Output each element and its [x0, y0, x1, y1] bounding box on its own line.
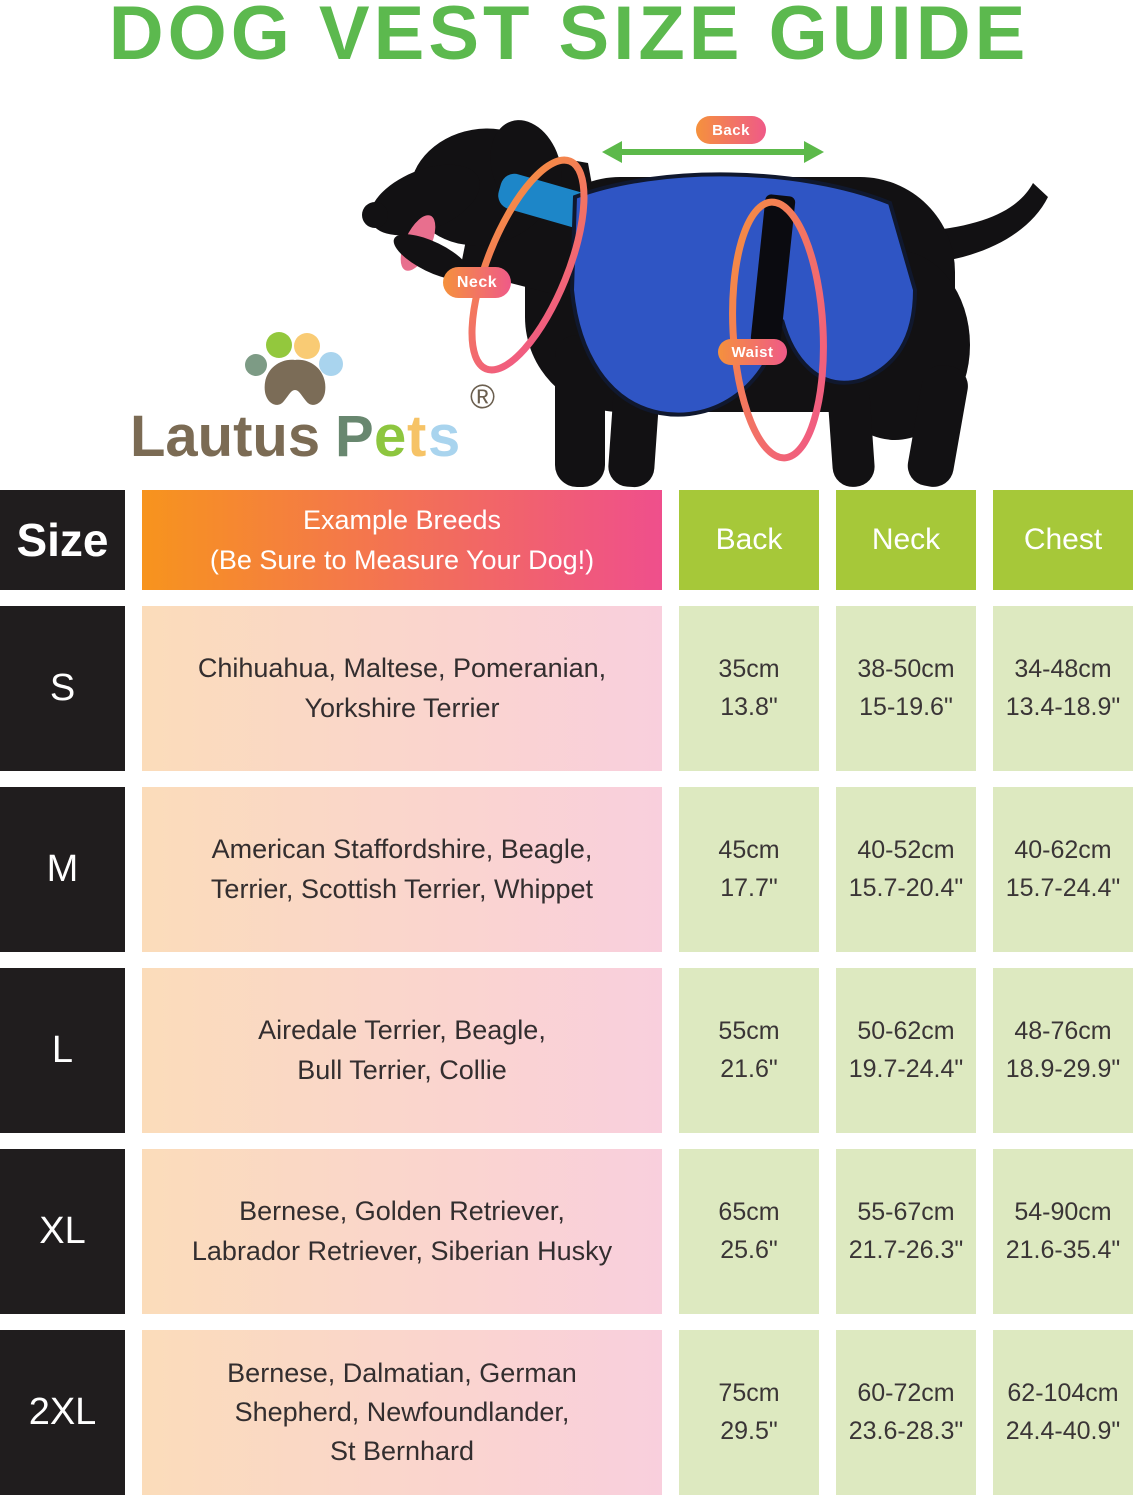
row-m-back: 45cm 17.7" — [679, 787, 819, 952]
dog-tail — [926, 183, 1048, 263]
header-chest: Chest — [993, 490, 1133, 590]
svg-text:s: s — [428, 404, 460, 469]
dog-vest — [569, 172, 918, 417]
logo-word-pets: P e t s — [335, 404, 460, 469]
registered-mark: ® — [470, 378, 495, 416]
neck-measure-ellipse — [468, 156, 588, 374]
row-l-breeds: Airedale Terrier, Beagle, Bull Terrier, … — [142, 968, 662, 1133]
neck-label-pill: Neck — [443, 267, 511, 298]
row-l-chest: 48-76cm 18.9-29.9" — [993, 968, 1133, 1133]
svg-text:e: e — [374, 404, 406, 469]
svg-text:t: t — [407, 404, 426, 469]
vest-strap — [750, 194, 796, 346]
row-xl-chest: 54-90cm 21.6-35.4" — [993, 1149, 1133, 1314]
row-l-size: L — [0, 968, 125, 1133]
row-m-breeds: American Staffordshire, Beagle, Terrier,… — [142, 787, 662, 952]
row-2xl-chest: 62-104cm 24.4-40.9" — [993, 1330, 1133, 1495]
row-l-neck: 50-62cm 19.7-24.4" — [836, 968, 976, 1133]
svg-text:P: P — [335, 404, 374, 469]
header-example-breeds: Example Breeds (Be Sure to Measure Your … — [142, 490, 662, 590]
row-xl-neck: 55-67cm 21.7-26.3" — [836, 1149, 976, 1314]
header-neck: Neck — [836, 490, 976, 590]
waist-label-pill: Waist — [718, 339, 787, 365]
row-m-size: M — [0, 787, 125, 952]
back-measure-arrow — [602, 141, 824, 163]
row-s-neck: 38-50cm 15-19.6" — [836, 606, 976, 771]
waist-measure-ellipse — [729, 198, 827, 462]
dog-measurement-figure: Back Neck Waist Lautus P e t s ® — [0, 0, 1138, 490]
dog-illustration — [362, 120, 1048, 488]
row-s-breeds: Chihuahua, Maltese, Pomeranian, Yorkshir… — [142, 606, 662, 771]
lautus-pets-logo: Lautus P e t s ® — [130, 332, 495, 469]
row-xl-back: 65cm 25.6" — [679, 1149, 819, 1314]
row-2xl-breeds: Bernese, Dalmatian, German Shepherd, New… — [142, 1330, 662, 1495]
row-2xl-size: 2XL — [0, 1330, 125, 1495]
row-2xl-back: 75cm 29.5" — [679, 1330, 819, 1495]
row-xl-size: XL — [0, 1149, 125, 1314]
row-m-chest: 40-62cm 15.7-24.4" — [993, 787, 1133, 952]
row-s-size: S — [0, 606, 125, 771]
header-back: Back — [679, 490, 819, 590]
paw-icon — [245, 332, 343, 405]
header-size: Size — [0, 490, 125, 590]
row-l-back: 55cm 21.6" — [679, 968, 819, 1133]
back-label-pill: Back — [696, 116, 766, 144]
row-m-neck: 40-52cm 15.7-20.4" — [836, 787, 976, 952]
size-guide-table: Size Example Breeds (Be Sure to Measure … — [0, 490, 1133, 1495]
row-s-back: 35cm 13.8" — [679, 606, 819, 771]
row-2xl-neck: 60-72cm 23.6-28.3" — [836, 1330, 976, 1495]
row-xl-breeds: Bernese, Golden Retriever, Labrador Retr… — [142, 1149, 662, 1314]
row-s-chest: 34-48cm 13.4-18.9" — [993, 606, 1133, 771]
logo-word-lautus: Lautus — [130, 404, 320, 469]
page-title: DOG VEST SIZE GUIDE — [108, 0, 1030, 76]
